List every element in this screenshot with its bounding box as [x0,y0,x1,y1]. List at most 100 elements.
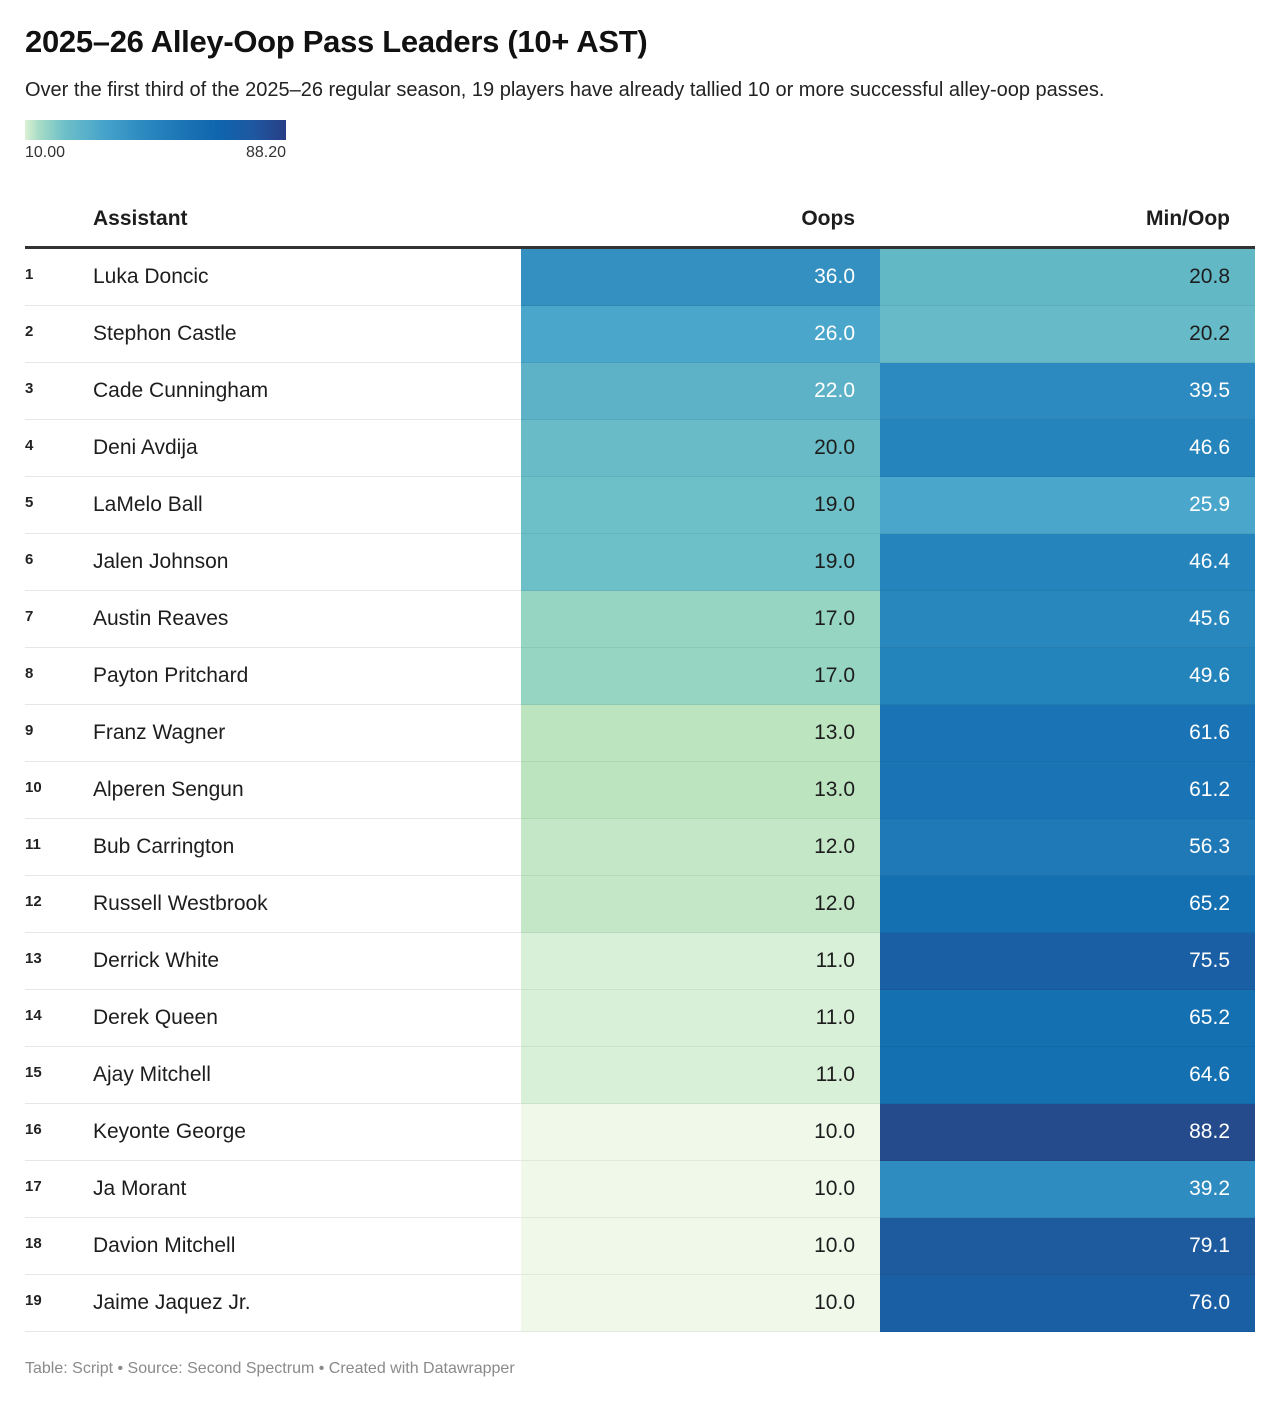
oops-cell: 10.0 [521,1274,880,1332]
min-per-oop-cell: 88.2 [880,1103,1255,1161]
table-row: 4 Deni Avdija 20.0 46.6 [25,419,1255,477]
chart-title: 2025–26 Alley-Oop Pass Leaders (10+ AST) [25,24,648,59]
min-per-oop-cell: 45.6 [880,590,1255,648]
table-row: 6 Jalen Johnson 19.0 46.4 [25,533,1255,591]
rank-number: 6 [25,550,34,568]
rank-number: 5 [25,493,34,511]
rank-cell: 5 [25,476,93,534]
min-per-oop-cell: 61.6 [880,704,1255,762]
min-per-oop-cell: 46.4 [880,533,1255,591]
min-per-oop-cell: 25.9 [880,476,1255,534]
oops-cell: 26.0 [521,305,880,363]
min-per-oop-cell: 64.6 [880,1046,1255,1104]
player-name-cell: Cade Cunningham [93,362,521,420]
min-per-oop-cell: 65.2 [880,989,1255,1047]
oops-cell: 22.0 [521,362,880,420]
rank-number: 2 [25,322,34,340]
oops-cell: 12.0 [521,875,880,933]
player-name-cell: Jaime Jaquez Jr. [93,1274,521,1332]
oops-cell: 10.0 [521,1217,880,1275]
table-row: 12 Russell Westbrook 12.0 65.2 [25,875,1255,933]
rank-cell: 16 [25,1103,93,1161]
table-row: 13 Derrick White 11.0 75.5 [25,932,1255,990]
color-legend-gradient [25,120,286,140]
rank-cell: 4 [25,419,93,477]
rank-cell: 8 [25,647,93,705]
oops-cell: 13.0 [521,761,880,819]
player-name-cell: Derrick White [93,932,521,990]
min-per-oop-cell: 65.2 [880,875,1255,933]
rank-cell: 11 [25,818,93,876]
player-name-cell: Stephon Castle [93,305,521,363]
rank-number: 19 [25,1291,42,1309]
player-name-cell: Derek Queen [93,989,521,1047]
oops-cell: 13.0 [521,704,880,762]
column-header-oops[interactable]: Oops [521,192,880,249]
rank-cell: 19 [25,1274,93,1332]
min-per-oop-cell: 39.2 [880,1160,1255,1218]
rank-cell: 15 [25,1046,93,1104]
oops-cell: 36.0 [521,247,880,306]
rank-number: 3 [25,379,34,397]
table-row: 8 Payton Pritchard 17.0 49.6 [25,647,1255,705]
rank-number: 12 [25,892,42,910]
min-per-oop-cell: 46.6 [880,419,1255,477]
rank-cell: 13 [25,932,93,990]
rank-cell: 2 [25,305,93,363]
table-header-row: Assistant Oops Min/Oop [25,192,1255,249]
column-header-assistant[interactable]: Assistant [93,192,521,249]
player-name-cell: Franz Wagner [93,704,521,762]
rank-cell: 14 [25,989,93,1047]
player-name-cell: Austin Reaves [93,590,521,648]
player-name-cell: Ajay Mitchell [93,1046,521,1104]
player-name-cell: Bub Carrington [93,818,521,876]
player-name-cell: Alperen Sengun [93,761,521,819]
oops-cell: 20.0 [521,419,880,477]
rank-number: 16 [25,1120,42,1138]
table-row: 3 Cade Cunningham 22.0 39.5 [25,362,1255,420]
min-per-oop-cell: 75.5 [880,932,1255,990]
min-per-oop-cell: 76.0 [880,1274,1255,1332]
rank-number: 14 [25,1006,42,1024]
rank-cell: 6 [25,533,93,591]
oops-cell: 11.0 [521,932,880,990]
rank-cell: 10 [25,761,93,819]
rank-number: 18 [25,1234,42,1252]
oops-cell: 19.0 [521,476,880,534]
rank-cell: 18 [25,1217,93,1275]
rank-number: 11 [25,835,41,853]
rank-number: 9 [25,721,34,739]
rank-cell: 1 [25,247,93,306]
table-row: 5 LaMelo Ball 19.0 25.9 [25,476,1255,534]
rank-cell: 12 [25,875,93,933]
table-row: 14 Derek Queen 11.0 65.2 [25,989,1255,1047]
legend-max-label: 88.20 [245,144,286,161]
player-name-cell: Ja Morant [93,1160,521,1218]
table-row: 9 Franz Wagner 13.0 61.6 [25,704,1255,762]
rank-cell: 3 [25,362,93,420]
table-row: 2 Stephon Castle 26.0 20.2 [25,305,1255,363]
rank-number: 10 [25,778,42,796]
oops-cell: 11.0 [521,989,880,1047]
min-per-oop-cell: 20.2 [880,305,1255,363]
player-name-cell: LaMelo Ball [93,476,521,534]
player-name-cell: Luka Doncic [93,247,521,306]
column-header-rank[interactable] [25,192,93,249]
table-row: 1 Luka Doncic 36.0 20.8 [25,247,1255,306]
column-header-min-oop[interactable]: Min/Oop [880,192,1255,249]
table-row: 15 Ajay Mitchell 11.0 64.6 [25,1046,1255,1104]
player-name-cell: Russell Westbrook [93,875,521,933]
table-row: 10 Alperen Sengun 13.0 61.2 [25,761,1255,819]
rank-cell: 17 [25,1160,93,1218]
player-name-cell: Payton Pritchard [93,647,521,705]
table-row: 16 Keyonte George 10.0 88.2 [25,1103,1255,1161]
min-per-oop-cell: 56.3 [880,818,1255,876]
rank-number: 8 [25,664,34,682]
rank-number: 4 [25,436,34,454]
chart-footer: Table: Script • Source: Second Spectrum … [25,1360,515,1377]
rank-number: 15 [25,1063,42,1081]
table-row: 19 Jaime Jaquez Jr. 10.0 76.0 [25,1274,1255,1332]
oops-cell: 19.0 [521,533,880,591]
rank-cell: 7 [25,590,93,648]
oops-cell: 11.0 [521,1046,880,1104]
